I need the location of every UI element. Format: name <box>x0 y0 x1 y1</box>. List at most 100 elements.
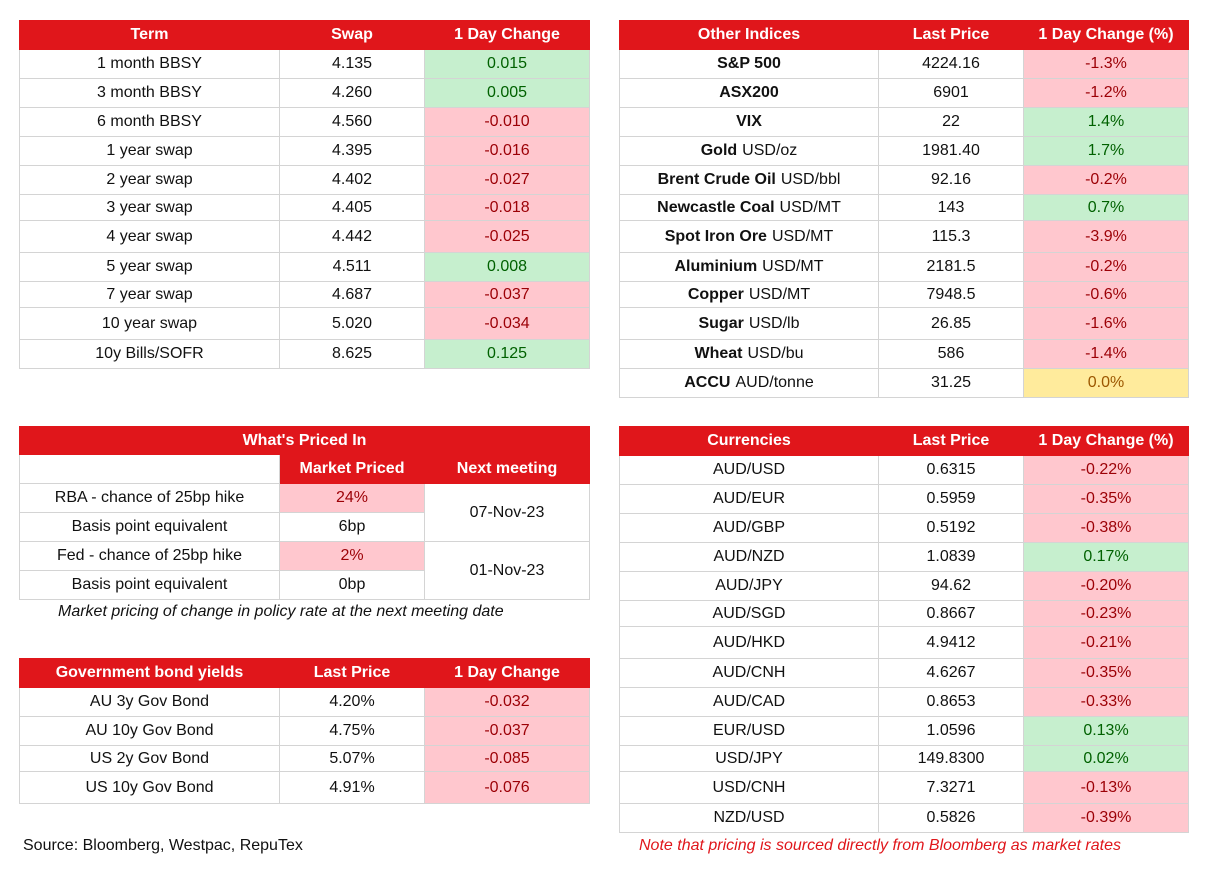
swap-change: 0.008 <box>424 252 590 282</box>
index-name: Aluminium USD/MT <box>619 252 879 282</box>
currency-price: 0.5192 <box>878 513 1024 543</box>
currency-price: 149.8300 <box>878 745 1024 772</box>
table-row: AU 10y Gov Bond 4.75% -0.037 <box>19 716 590 746</box>
currency-pair: AUD/CNH <box>619 658 879 688</box>
swap-header-change: 1 Day Change <box>424 20 590 50</box>
rba-hike-value: 24% <box>279 483 425 513</box>
currency-change: -0.13% <box>1023 771 1189 804</box>
indices-table: Other Indices Last Price 1 Day Change (%… <box>619 20 1189 398</box>
bond-name: US 2y Gov Bond <box>19 745 280 772</box>
index-price: 92.16 <box>878 165 1024 195</box>
currencies-header-pair: Currencies <box>619 426 879 456</box>
table-row: 3 year swap 4.405 -0.018 <box>19 194 590 221</box>
currency-pair: AUD/USD <box>619 455 879 485</box>
table-row: 6 month BBSY 4.560 -0.010 <box>19 107 590 137</box>
table-row: AUD/JPY 94.62 -0.20% <box>619 571 1189 601</box>
swap-change: -0.010 <box>424 107 590 137</box>
table-row: ACCU AUD/tonne 31.25 0.0% <box>619 368 1189 398</box>
currency-change: 0.02% <box>1023 745 1189 772</box>
swap-term: 1 month BBSY <box>19 49 280 79</box>
currency-change: -0.35% <box>1023 484 1189 514</box>
bond-name: AU 10y Gov Bond <box>19 716 280 746</box>
priced-in-note: Market pricing of change in policy rate … <box>58 603 504 620</box>
priced-in-blank <box>19 454 280 484</box>
index-change: -1.4% <box>1023 339 1189 369</box>
index-price: 7948.5 <box>878 281 1024 308</box>
swap-change: 0.015 <box>424 49 590 79</box>
table-row: AUD/USD 0.6315 -0.22% <box>619 455 1189 485</box>
index-price: 115.3 <box>878 220 1024 253</box>
table-row: AUD/EUR 0.5959 -0.35% <box>619 484 1189 514</box>
currency-pair: AUD/SGD <box>619 600 879 627</box>
index-name: Brent Crude Oil USD/bbl <box>619 165 879 195</box>
currency-change: -0.38% <box>1023 513 1189 543</box>
currency-pair: AUD/EUR <box>619 484 879 514</box>
table-row: AUD/CNH 4.6267 -0.35% <box>619 658 1189 688</box>
fed-hike-label: Fed - chance of 25bp hike <box>19 541 280 571</box>
swap-change: -0.025 <box>424 220 590 253</box>
currency-price: 0.8667 <box>878 600 1024 627</box>
swap-value: 4.560 <box>279 107 425 137</box>
currency-pair: EUR/USD <box>619 716 879 746</box>
priced-in-title: What's Priced In <box>19 426 590 455</box>
index-change: -1.6% <box>1023 307 1189 340</box>
swap-term: 10y Bills/SOFR <box>19 339 280 369</box>
currency-price: 1.0839 <box>878 542 1024 572</box>
currency-change: -0.35% <box>1023 658 1189 688</box>
rba-bp-label: Basis point equivalent <box>19 512 280 542</box>
table-row: US 2y Gov Bond 5.07% -0.085 <box>19 745 590 772</box>
fed-hike-value: 2% <box>279 541 425 571</box>
index-change: 0.7% <box>1023 194 1189 221</box>
index-price: 586 <box>878 339 1024 369</box>
index-name-label: S&P 500 <box>717 55 781 72</box>
rba-hike-label: RBA - chance of 25bp hike <box>19 483 280 513</box>
bond-price: 4.91% <box>279 771 425 804</box>
index-name: ASX200 <box>619 78 879 108</box>
table-row: Spot Iron Ore USD/MT 115.3 -3.9% <box>619 220 1189 253</box>
source-note: Source: Bloomberg, Westpac, RepuTex <box>23 837 303 854</box>
indices-header-name: Other Indices <box>619 20 879 50</box>
swap-term: 4 year swap <box>19 220 280 253</box>
table-row: ASX200 6901 -1.2% <box>619 78 1189 108</box>
index-change: -0.6% <box>1023 281 1189 308</box>
index-name: Copper USD/MT <box>619 281 879 308</box>
swap-change: -0.016 <box>424 136 590 166</box>
table-row: Wheat USD/bu 586 -1.4% <box>619 339 1189 369</box>
index-name-label: Copper <box>687 285 744 303</box>
currency-pair: AUD/JPY <box>619 571 879 601</box>
rba-next-meeting: 07-Nov-23 <box>424 483 590 542</box>
index-price: 22 <box>878 107 1024 137</box>
table-row: 4 year swap 4.442 -0.025 <box>19 220 590 253</box>
table-row: 3 month BBSY 4.260 0.005 <box>19 78 590 108</box>
bond-name: AU 3y Gov Bond <box>19 687 280 717</box>
index-name: Gold USD/oz <box>619 136 879 166</box>
index-price: 26.85 <box>878 307 1024 340</box>
currency-price: 4.9412 <box>878 626 1024 659</box>
table-row: USD/CNH 7.3271 -0.13% <box>619 771 1189 804</box>
currency-change: -0.39% <box>1023 803 1189 833</box>
swap-value: 4.511 <box>279 252 425 282</box>
swap-change: 0.125 <box>424 339 590 369</box>
table-row: 2 year swap 4.402 -0.027 <box>19 165 590 195</box>
currency-change: -0.33% <box>1023 687 1189 717</box>
bond-price: 4.75% <box>279 716 425 746</box>
table-row: 10 year swap 5.020 -0.034 <box>19 307 590 340</box>
swap-term: 5 year swap <box>19 252 280 282</box>
currencies-header-price: Last Price <box>878 426 1024 456</box>
currency-change: 0.17% <box>1023 542 1189 572</box>
table-row: VIX 22 1.4% <box>619 107 1189 137</box>
index-change: -0.2% <box>1023 252 1189 282</box>
bond-name: US 10y Gov Bond <box>19 771 280 804</box>
index-name-label: ACCU <box>684 374 731 391</box>
index-name: Spot Iron Ore USD/MT <box>619 220 879 253</box>
bonds-header-name: Government bond yields <box>19 658 280 688</box>
swap-term: 1 year swap <box>19 136 280 166</box>
currency-change: -0.23% <box>1023 600 1189 627</box>
currency-price: 1.0596 <box>878 716 1024 746</box>
swap-header-term: Term <box>19 20 280 50</box>
index-unit: USD/oz <box>742 142 798 159</box>
fed-bp-value: 0bp <box>279 570 425 600</box>
currency-price: 7.3271 <box>878 771 1024 804</box>
index-name: Wheat USD/bu <box>619 339 879 369</box>
currency-price: 0.5826 <box>878 803 1024 833</box>
